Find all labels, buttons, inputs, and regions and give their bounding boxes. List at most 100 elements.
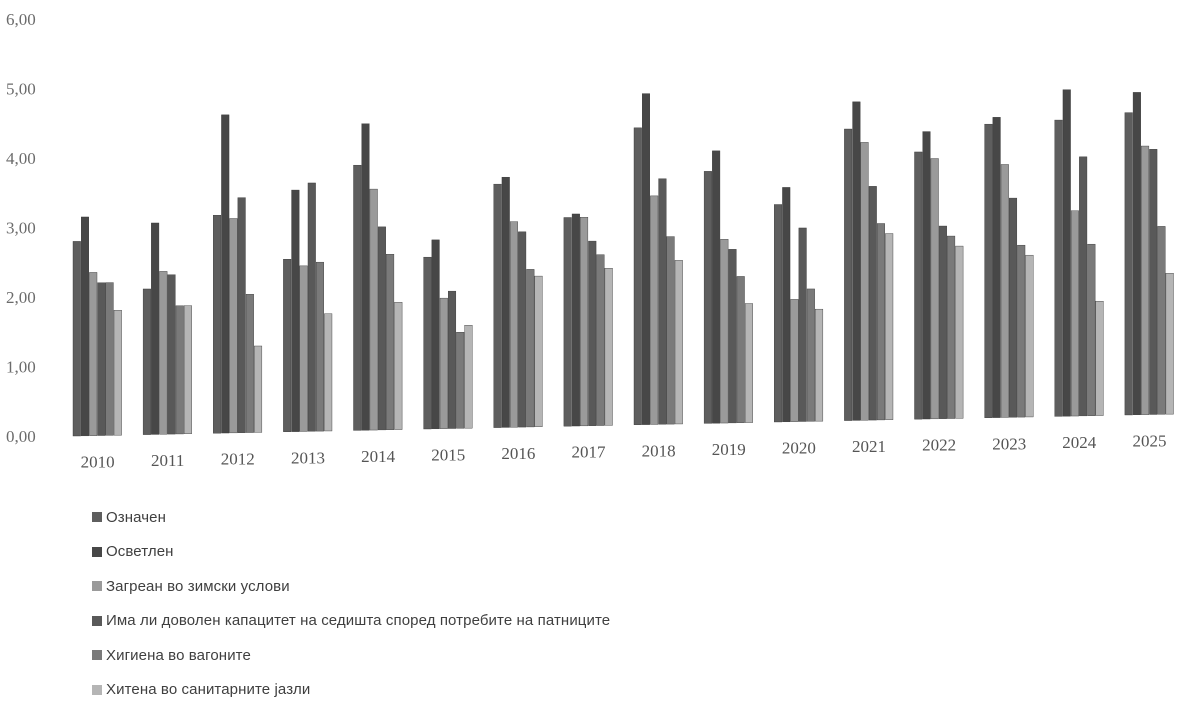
bar	[238, 198, 246, 433]
bar	[354, 165, 362, 430]
legend-item: Хигиена во вагоните	[92, 638, 610, 673]
x-tick-label: 2011	[151, 451, 184, 470]
y-tick-label: 6,00	[6, 10, 36, 29]
legend-label: Осветлен	[106, 543, 174, 560]
x-tick-label: 2014	[361, 447, 396, 466]
bar	[799, 228, 807, 422]
bar	[721, 239, 729, 423]
bar	[213, 215, 221, 433]
bar	[432, 240, 440, 429]
bar	[283, 259, 291, 432]
bar	[395, 302, 403, 429]
bar	[650, 196, 658, 425]
bar	[915, 152, 923, 419]
bar	[580, 217, 588, 426]
bar	[853, 102, 861, 421]
bar	[815, 309, 823, 421]
bar	[1141, 146, 1149, 415]
bar	[1026, 255, 1034, 417]
x-tick-label: 2019	[712, 440, 746, 459]
bar	[807, 289, 815, 421]
x-tick-label: 2023	[992, 434, 1026, 453]
legend-item: Хитена во санитарните јазли	[92, 673, 610, 707]
legend-swatch	[92, 685, 102, 695]
bar	[81, 217, 89, 436]
bar	[510, 222, 518, 428]
bar	[246, 294, 254, 432]
bar	[184, 306, 192, 434]
bar	[993, 117, 1001, 417]
y-tick-label: 0,00	[6, 427, 36, 446]
legend-swatch	[92, 581, 102, 591]
bar	[869, 186, 877, 420]
legend-item: Осветлен	[92, 535, 610, 570]
bar	[597, 255, 605, 426]
x-tick-label: 2018	[642, 441, 676, 460]
legend-item: Означен	[92, 500, 610, 535]
x-tick-label: 2013	[291, 448, 325, 467]
bars	[73, 90, 1173, 436]
bar	[535, 276, 543, 427]
bar	[923, 132, 931, 419]
bar	[1149, 149, 1157, 414]
bar	[230, 218, 238, 432]
legend-item: Има ли доволен капацитет на седишта спор…	[92, 604, 610, 639]
legend-label: Хитена во санитарните јазли	[106, 681, 310, 698]
bar	[885, 234, 893, 420]
bar	[1096, 301, 1104, 415]
bar	[527, 269, 535, 427]
y-axis: 0,001,002,003,004,005,006,00	[6, 10, 36, 446]
bar	[745, 304, 753, 423]
bar	[1001, 164, 1009, 417]
y-tick-label: 3,00	[6, 219, 36, 238]
bar	[667, 237, 675, 425]
bar	[176, 306, 184, 434]
bar	[151, 223, 159, 434]
bar	[362, 124, 370, 430]
bar	[386, 254, 394, 429]
legend-label: Означен	[106, 509, 166, 526]
x-tick-label: 2022	[922, 436, 956, 455]
bar	[221, 115, 229, 433]
bar	[465, 325, 473, 428]
x-tick-label: 2020	[782, 439, 816, 458]
bar	[1088, 244, 1096, 416]
bar	[877, 224, 885, 420]
bar	[704, 171, 712, 423]
bar	[782, 187, 790, 421]
bar	[1133, 92, 1141, 414]
bar	[729, 249, 737, 423]
bar	[791, 299, 799, 421]
bar	[588, 241, 596, 426]
bar	[985, 124, 993, 418]
bar	[114, 310, 122, 435]
bar	[106, 283, 114, 436]
x-tick-label: 2017	[572, 443, 607, 462]
bar	[254, 346, 262, 432]
y-tick-label: 2,00	[6, 288, 36, 307]
x-tick-label: 2010	[81, 453, 115, 472]
bar	[861, 142, 869, 420]
bar	[300, 266, 308, 432]
bar	[1017, 245, 1025, 417]
x-tick-label: 2012	[221, 450, 255, 469]
bar	[502, 177, 510, 427]
bar	[737, 276, 745, 422]
bar	[316, 262, 324, 431]
y-tick-label: 1,00	[6, 358, 36, 377]
bar	[572, 214, 580, 426]
bar	[634, 128, 642, 425]
legend-label: Загреан во зимски услови	[106, 578, 290, 595]
bar	[440, 298, 448, 429]
bar	[98, 283, 106, 436]
bar	[448, 291, 456, 428]
bar	[956, 246, 964, 418]
bar	[370, 189, 378, 430]
bar	[378, 227, 386, 430]
bar	[844, 129, 852, 421]
legend-swatch	[92, 547, 102, 557]
bar	[605, 268, 613, 425]
legend-swatch	[92, 616, 102, 626]
legend-label: Има ли доволен капацитет на седишта спор…	[106, 612, 610, 629]
